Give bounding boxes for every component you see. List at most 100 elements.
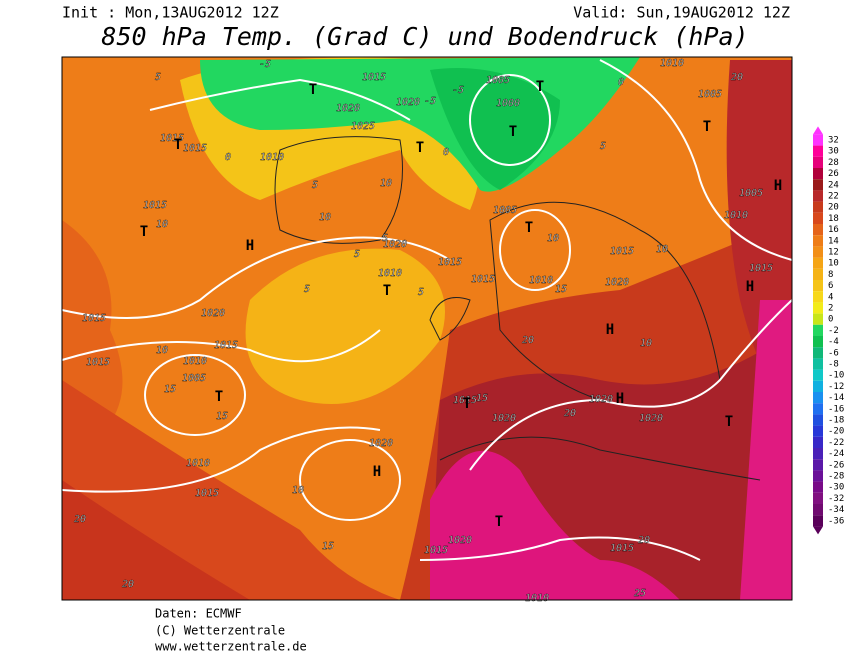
contour-label: 15 [555, 284, 567, 295]
contour-label: 1010 [260, 152, 284, 163]
colorbar-label: -30 [828, 483, 844, 493]
colorbar-label: -24 [828, 449, 844, 459]
colorbar-label: 32 [828, 136, 839, 146]
pressure-center: T [309, 82, 317, 98]
colorbar-swatch [813, 201, 823, 213]
colorbar-label: -6 [828, 348, 839, 358]
colorbar-swatch [813, 235, 823, 247]
colorbar-label: 24 [828, 180, 839, 190]
colorbar-label: 30 [828, 147, 839, 157]
init-time: Init : Mon,13AUG2012 12Z [62, 4, 279, 22]
contour-label: 5 [418, 287, 424, 298]
contour-label: 1005 [739, 188, 763, 199]
colorbar-swatch [813, 190, 823, 202]
colorbar-label: 20 [828, 203, 839, 213]
contour-label: 5 [312, 180, 318, 191]
valid-time: Valid: Sun,19AUG2012 12Z [573, 4, 790, 22]
contour-label: 5 [155, 72, 161, 83]
contour-label: 20 [522, 335, 534, 346]
pressure-center: T [495, 514, 503, 530]
contour-label: 5 [304, 284, 310, 295]
colorbar-swatch [813, 459, 823, 471]
colorbar-label: -10 [828, 371, 844, 381]
colorbar-swatch [813, 380, 823, 392]
contour-label: 1020 [201, 308, 225, 319]
contour-label: 20 [638, 535, 650, 546]
contour-label: 5 [600, 141, 606, 152]
colorbar-swatch [813, 145, 823, 157]
contour-label: 10 [656, 244, 668, 255]
contour-label: 1010 [183, 356, 207, 367]
contour-label: 1015 [362, 72, 386, 83]
colorbar-label: 12 [828, 248, 839, 258]
colorbar-label: 10 [828, 259, 839, 269]
colorbar-label: -12 [828, 382, 844, 392]
contour-label: 10 [640, 338, 652, 349]
colorbar-swatch [813, 358, 823, 370]
pressure-center: T [416, 140, 424, 156]
contour-label: 1005 [182, 373, 206, 384]
title: 850 hPa Temp. (Grad C) und Bodendruck (h… [101, 22, 748, 51]
contour-label: 5 [354, 249, 360, 260]
colorbar-label: -16 [828, 404, 844, 414]
colorbar-swatch [813, 448, 823, 460]
colorbar-label: 18 [828, 214, 839, 224]
colorbar-swatch [813, 347, 823, 359]
contour-label: 0 [443, 147, 449, 158]
contour-label: 1010 [525, 593, 549, 604]
pressure-center: T [725, 414, 733, 430]
contour-label: 1015 [453, 395, 477, 406]
contour-label: 1020 [448, 535, 472, 546]
contour-label: 1015 [86, 357, 110, 368]
map-frame [61, 56, 793, 601]
contour-label: 1020 [336, 103, 360, 114]
colorbar-swatch [813, 156, 823, 168]
pressure-center: H [373, 464, 381, 480]
colorbar-swatch [813, 470, 823, 482]
contour-label: 20 [564, 408, 576, 419]
contour-label: 1010 [660, 58, 684, 69]
colorbar-label: -18 [828, 416, 844, 426]
contour-label: 10 [547, 233, 559, 244]
colorbar-swatch [813, 134, 823, 146]
pressure-center: H [246, 238, 254, 254]
colorbar-swatch [813, 369, 823, 381]
colorbar-swatch [813, 291, 823, 303]
colorbar-swatch [813, 403, 823, 415]
contour-label: -5 [424, 96, 436, 107]
contour-label: 1020 [639, 413, 663, 424]
colorbar-label: 22 [828, 192, 839, 202]
contour-label: 1015 [214, 340, 238, 351]
colorbar-swatch [813, 257, 823, 269]
pressure-center: T [215, 389, 223, 405]
contour-label: 1015 [160, 133, 184, 144]
url: www.wetterzentrale.de [155, 640, 307, 654]
colorbar-label: -36 [828, 516, 844, 526]
contour-label: 1005 [698, 89, 722, 100]
contour-label: 1010 [186, 458, 210, 469]
contour-label: 1015 [143, 200, 167, 211]
pressure-center: T [140, 224, 148, 240]
contour-label: 1020 [369, 438, 393, 449]
contour-label: 1010 [529, 275, 553, 286]
pressure-center: T [509, 124, 517, 140]
contour-label: 1005 [486, 75, 510, 86]
colorbar-label: -4 [828, 337, 839, 347]
contour-label: -5 [259, 59, 271, 70]
contour-label: -5 [452, 85, 464, 96]
pressure-center: T [536, 79, 544, 95]
contour-label: 1015 [195, 488, 219, 499]
contour-label: 1015 [183, 143, 207, 154]
colorbar-label: -14 [828, 393, 844, 403]
contour-label: 15 [164, 384, 176, 395]
colorbar-tip [813, 526, 823, 535]
contour-label: 10 [292, 485, 304, 496]
colorbar-label: 4 [828, 292, 833, 302]
colorbar-label: 16 [828, 225, 839, 235]
map [61, 57, 793, 600]
contour-label: 0 [225, 152, 231, 163]
colorbar-label: -22 [828, 438, 844, 448]
pressure-center: H [606, 322, 614, 338]
contour-label: 1000 [496, 98, 520, 109]
